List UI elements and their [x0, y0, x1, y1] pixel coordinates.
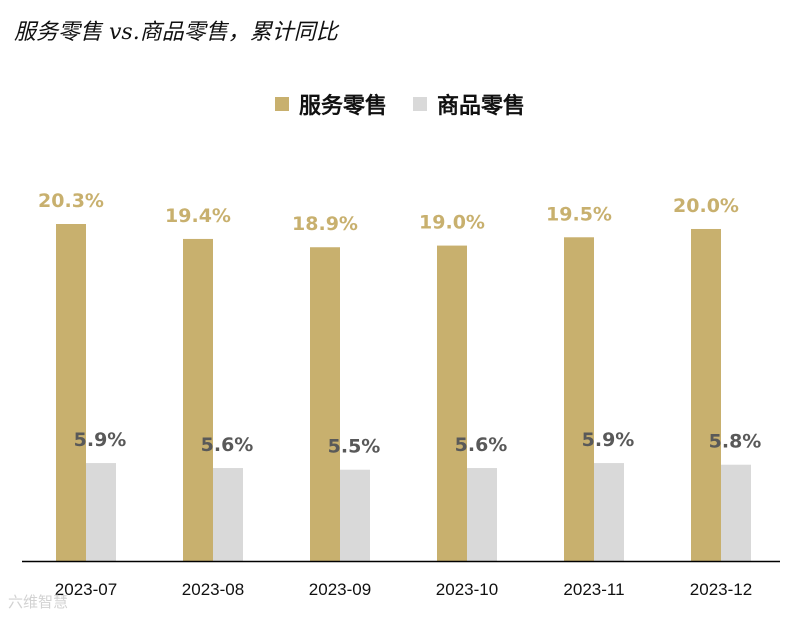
chart-title: 服务零售 vs.商品零售，累计同比 — [14, 20, 338, 45]
bar-service-2023-12 — [691, 228, 721, 562]
x-tick-label-2023-11: 2023-11 — [563, 580, 624, 599]
data-label-goods-2023-10: 5.6% — [455, 434, 508, 456]
x-tick-label-2023-07: 2023-07 — [55, 580, 117, 599]
watermark-text: 六维智慧 — [8, 593, 69, 611]
data-label-service-2023-12: 20.0% — [673, 195, 739, 217]
x-tick-label-2023-09: 2023-09 — [309, 580, 371, 599]
x-tick-label-2023-10: 2023-10 — [436, 580, 498, 599]
x-tick-label-2023-12: 2023-12 — [690, 580, 752, 599]
legend-label-goods: 商品零售 — [437, 94, 526, 119]
data-label-goods-2023-07: 5.9% — [74, 429, 127, 451]
bar-service-2023-08 — [183, 238, 213, 561]
chart-legend: 服务零售 商品零售 — [0, 88, 800, 120]
legend-swatch-service — [274, 97, 289, 111]
bar-service-2023-10 — [437, 245, 467, 561]
data-label-goods-2023-12: 5.8% — [709, 431, 762, 453]
bar-service-2023-09 — [310, 247, 340, 561]
legend-item-service: 服务零售 — [274, 88, 387, 120]
legend-item-goods: 商品零售 — [413, 88, 525, 120]
bar-service-2023-11 — [564, 237, 594, 561]
data-label-service-2023-11: 19.5% — [546, 203, 612, 225]
data-label-service-2023-10: 19.0% — [419, 212, 485, 234]
bar-goods-2023-08 — [213, 468, 243, 561]
data-label-goods-2023-09: 5.5% — [328, 436, 381, 458]
bar-goods-2023-12 — [721, 464, 751, 561]
x-tick-label-2023-08: 2023-08 — [182, 580, 244, 599]
legend-label-service: 服务零售 — [298, 94, 387, 119]
data-label-service-2023-08: 19.4% — [165, 205, 231, 227]
data-label-service-2023-07: 20.3% — [38, 190, 104, 212]
data-label-goods-2023-08: 5.6% — [201, 434, 254, 456]
data-label-goods-2023-11: 5.9% — [582, 429, 635, 451]
legend-swatch-goods — [413, 97, 427, 111]
bar-goods-2023-10 — [467, 468, 497, 561]
bar-goods-2023-11 — [594, 463, 624, 561]
bar-goods-2023-09 — [340, 469, 370, 561]
data-label-service-2023-09: 18.9% — [292, 213, 358, 235]
bar-service-2023-07 — [56, 224, 86, 561]
bar-goods-2023-07 — [86, 463, 116, 561]
